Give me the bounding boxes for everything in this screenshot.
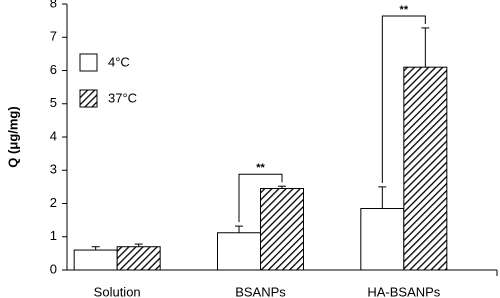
y-tick-label: 4 (50, 128, 57, 143)
y-tick-label: 7 (50, 29, 57, 44)
bar (403, 66, 448, 271)
legend-label: 4°C (108, 54, 130, 69)
significance-bracket (381, 15, 426, 183)
y-tick-label: 2 (50, 195, 57, 210)
bar (116, 246, 161, 271)
x-tick-label: BSANPs (235, 284, 286, 298)
bar (260, 188, 304, 271)
error-bar (421, 27, 430, 68)
bar (217, 232, 261, 271)
error-bar (134, 243, 143, 247)
y-tick-label: 3 (50, 162, 57, 177)
bar (73, 249, 118, 271)
legend-label: 37°C (108, 90, 137, 105)
error-bar (235, 225, 243, 233)
legend-swatch (79, 53, 98, 72)
significance-bracket (238, 173, 283, 223)
y-tick-label: 5 (50, 95, 57, 110)
error-bar (278, 185, 286, 189)
error-bar (378, 186, 387, 209)
legend-swatch (79, 89, 98, 108)
significance-label: ** (400, 4, 409, 16)
y-tick-label: 6 (50, 62, 57, 77)
y-axis-label: Q (μg/mg) (5, 106, 20, 167)
bar (360, 207, 405, 271)
x-tick-label: Solution (94, 284, 141, 298)
significance-label: ** (256, 162, 265, 174)
y-tick-label: 0 (50, 261, 57, 276)
y-tick-label: 8 (50, 0, 57, 10)
x-tick-label: HA-BSANPs (367, 284, 440, 298)
error-bar (91, 246, 100, 251)
y-tick-label: 1 (50, 228, 57, 243)
